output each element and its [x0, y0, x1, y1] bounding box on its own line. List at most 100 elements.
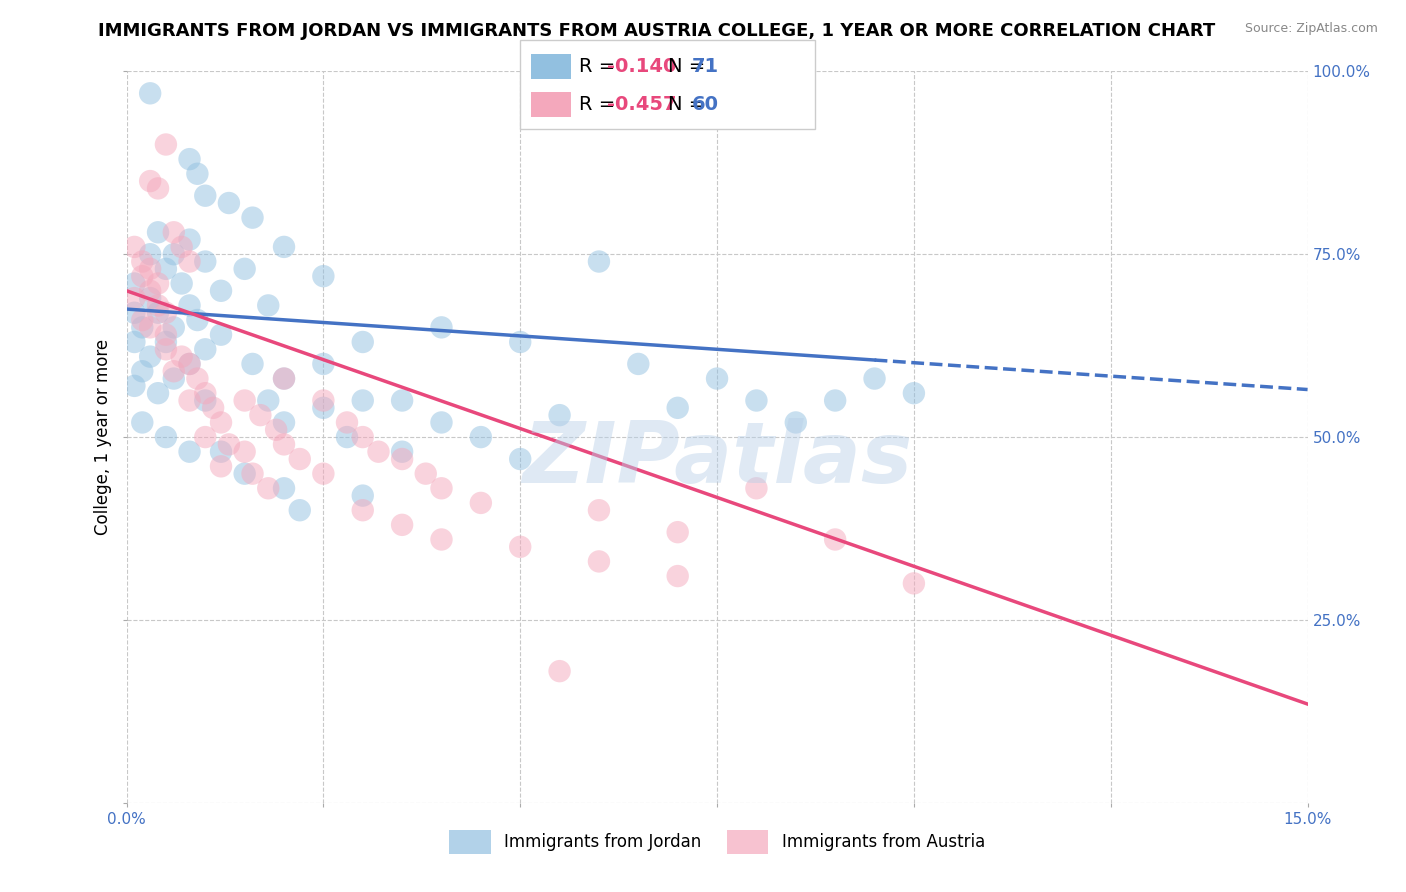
Point — [352, 503, 374, 517]
Point — [352, 334, 374, 349]
Point — [273, 416, 295, 430]
Point — [666, 569, 689, 583]
Point — [470, 430, 492, 444]
Point — [146, 225, 169, 239]
Legend: Immigrants from Jordan, Immigrants from Austria: Immigrants from Jordan, Immigrants from … — [443, 823, 991, 860]
Point — [273, 481, 295, 495]
Point — [430, 416, 453, 430]
Point — [273, 371, 295, 385]
Point — [163, 320, 186, 334]
Point — [903, 576, 925, 591]
Point — [288, 452, 311, 467]
Point — [155, 343, 177, 357]
Point — [146, 277, 169, 291]
Point — [131, 254, 153, 268]
Point — [785, 416, 807, 430]
Point — [548, 664, 571, 678]
Point — [352, 489, 374, 503]
Point — [194, 430, 217, 444]
Point — [179, 357, 201, 371]
Point — [194, 254, 217, 268]
Point — [273, 371, 295, 385]
Point — [824, 533, 846, 547]
Y-axis label: College, 1 year or more: College, 1 year or more — [94, 339, 112, 535]
Point — [139, 174, 162, 188]
Point — [273, 437, 295, 451]
Point — [163, 364, 186, 378]
Point — [194, 386, 217, 401]
Point — [139, 247, 162, 261]
Point — [179, 254, 201, 268]
Point — [124, 379, 146, 393]
Point — [139, 350, 162, 364]
Point — [131, 416, 153, 430]
Text: 60: 60 — [692, 95, 718, 114]
Point — [352, 430, 374, 444]
Point — [273, 240, 295, 254]
Point — [146, 181, 169, 195]
Point — [745, 481, 768, 495]
Point — [242, 211, 264, 225]
Point — [209, 444, 232, 458]
Point — [666, 401, 689, 415]
Point — [509, 452, 531, 467]
Point — [391, 444, 413, 458]
Point — [179, 357, 201, 371]
Point — [179, 233, 201, 247]
Point — [903, 386, 925, 401]
Point — [155, 261, 177, 276]
Point — [415, 467, 437, 481]
Point — [209, 284, 232, 298]
Point — [249, 408, 271, 422]
Point — [218, 437, 240, 451]
Point — [170, 277, 193, 291]
Point — [336, 430, 359, 444]
Point — [233, 261, 256, 276]
Point — [139, 284, 162, 298]
Text: 71: 71 — [692, 57, 718, 77]
Point — [257, 393, 280, 408]
Point — [139, 291, 162, 305]
Point — [312, 467, 335, 481]
Point — [146, 298, 169, 312]
Point — [163, 371, 186, 385]
Point — [179, 444, 201, 458]
Point — [186, 167, 208, 181]
Point — [163, 247, 186, 261]
Point — [470, 496, 492, 510]
Point — [745, 393, 768, 408]
Point — [509, 540, 531, 554]
Point — [179, 393, 201, 408]
Point — [179, 298, 201, 312]
Point — [288, 503, 311, 517]
Point — [233, 467, 256, 481]
Text: N =: N = — [668, 95, 711, 114]
Point — [430, 481, 453, 495]
Point — [202, 401, 225, 415]
Point — [124, 291, 146, 305]
Point — [186, 313, 208, 327]
Point — [706, 371, 728, 385]
Text: -0.140: -0.140 — [607, 57, 676, 77]
Point — [131, 320, 153, 334]
Point — [163, 225, 186, 239]
Point — [146, 386, 169, 401]
Point — [131, 269, 153, 284]
Point — [170, 350, 193, 364]
Point — [391, 393, 413, 408]
Point — [155, 430, 177, 444]
Point — [194, 393, 217, 408]
Point — [124, 306, 146, 320]
Point — [179, 152, 201, 166]
Point — [391, 517, 413, 532]
Point — [194, 188, 217, 202]
Point — [139, 261, 162, 276]
Point — [131, 364, 153, 378]
Point — [312, 393, 335, 408]
Point — [824, 393, 846, 408]
Point — [548, 408, 571, 422]
Text: R =: R = — [579, 95, 621, 114]
Point — [155, 334, 177, 349]
Text: N =: N = — [668, 57, 711, 77]
Text: -0.457: -0.457 — [607, 95, 676, 114]
